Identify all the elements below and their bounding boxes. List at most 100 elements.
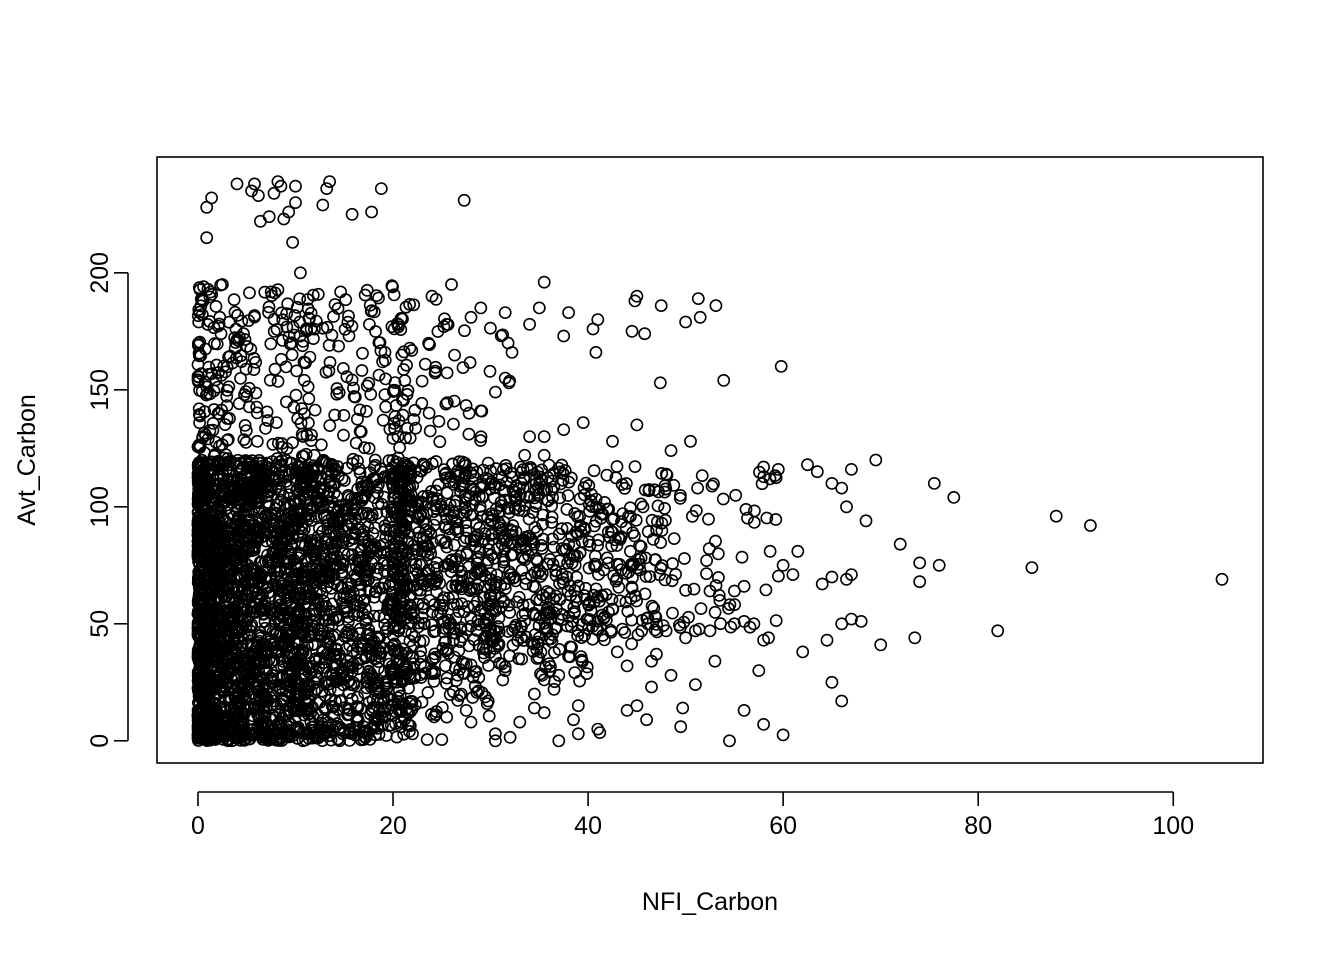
data-point [251, 189, 265, 202]
y-axis-label: Avt_Carbon [13, 394, 41, 526]
data-point [312, 496, 326, 510]
data-point [215, 438, 229, 452]
data-point [483, 364, 497, 378]
data-point [194, 577, 208, 590]
data-point [504, 523, 517, 536]
data-point [620, 704, 634, 717]
data-point [210, 724, 223, 737]
data-point [302, 311, 316, 325]
data-point [458, 459, 472, 473]
data-point [577, 481, 591, 495]
data-point [301, 293, 315, 306]
data-point [197, 610, 211, 624]
data-point [227, 683, 241, 697]
data-point [291, 722, 305, 736]
data-point [703, 624, 717, 638]
data-point [484, 548, 498, 562]
x-tick-label: 0 [191, 812, 205, 840]
data-point [508, 490, 521, 504]
data-point [709, 299, 723, 312]
data-point [274, 179, 288, 193]
data-point [424, 484, 438, 498]
data-point [679, 631, 692, 645]
data-point [485, 507, 498, 520]
data-point [406, 651, 420, 665]
data-point [516, 598, 530, 612]
data-point [532, 619, 546, 632]
data-point [192, 370, 205, 384]
data-point [221, 472, 235, 486]
data-point [218, 615, 231, 629]
x-axis-label: NFI_Carbon [642, 888, 778, 916]
data-point [322, 364, 336, 378]
data-point [338, 322, 352, 336]
data-point [415, 545, 429, 558]
data-point [639, 551, 652, 565]
data-point [472, 684, 485, 698]
data-point [447, 394, 461, 408]
data-point [387, 537, 401, 551]
data-point [238, 418, 252, 432]
data-point [285, 336, 299, 350]
data-point [664, 444, 678, 457]
data-point [215, 403, 228, 417]
data-point [447, 622, 461, 635]
data-point [526, 506, 540, 519]
data-point [487, 624, 501, 638]
data-point [328, 298, 342, 311]
data-point [388, 376, 402, 389]
data-point [386, 565, 400, 579]
data-point [247, 363, 261, 376]
data-point [908, 631, 922, 645]
data-point [469, 485, 483, 499]
data-point [275, 306, 288, 320]
data-point [591, 615, 605, 628]
data-point [547, 540, 561, 554]
data-point [403, 588, 417, 602]
data-point [409, 421, 422, 435]
data-point [361, 533, 375, 547]
data-point [392, 611, 406, 625]
data-point [426, 653, 439, 667]
data-point [191, 607, 205, 621]
data-point [600, 468, 614, 482]
data-point [375, 497, 388, 511]
data-point [268, 362, 282, 376]
data-point [695, 469, 709, 482]
data-point [276, 694, 290, 707]
data-point [684, 434, 697, 448]
data-point [336, 535, 350, 549]
data-point [546, 532, 559, 546]
data-point [294, 688, 308, 702]
data-point [344, 591, 358, 604]
data-point [464, 619, 478, 633]
data-point [358, 593, 372, 607]
data-point [191, 440, 205, 454]
data-point [208, 531, 222, 544]
data-point [769, 513, 783, 526]
data-point [399, 498, 413, 512]
data-point [328, 529, 341, 543]
data-point [353, 466, 367, 480]
data-point [430, 570, 444, 584]
data-point [667, 532, 681, 545]
data-point [238, 503, 251, 517]
data-point [315, 587, 329, 600]
data-point [221, 452, 235, 466]
data-point [674, 488, 687, 502]
data-point [387, 288, 401, 302]
data-point [560, 522, 574, 535]
data-point [450, 573, 464, 587]
data-point [394, 533, 408, 547]
data-point [525, 569, 538, 582]
data-point [289, 474, 302, 487]
data-point [1215, 572, 1229, 586]
data-point [508, 570, 521, 584]
data-point [620, 659, 634, 673]
data-point [239, 385, 253, 398]
data-point [320, 721, 334, 735]
data-point [367, 609, 381, 623]
data-point [203, 290, 217, 304]
data-point [416, 507, 430, 521]
